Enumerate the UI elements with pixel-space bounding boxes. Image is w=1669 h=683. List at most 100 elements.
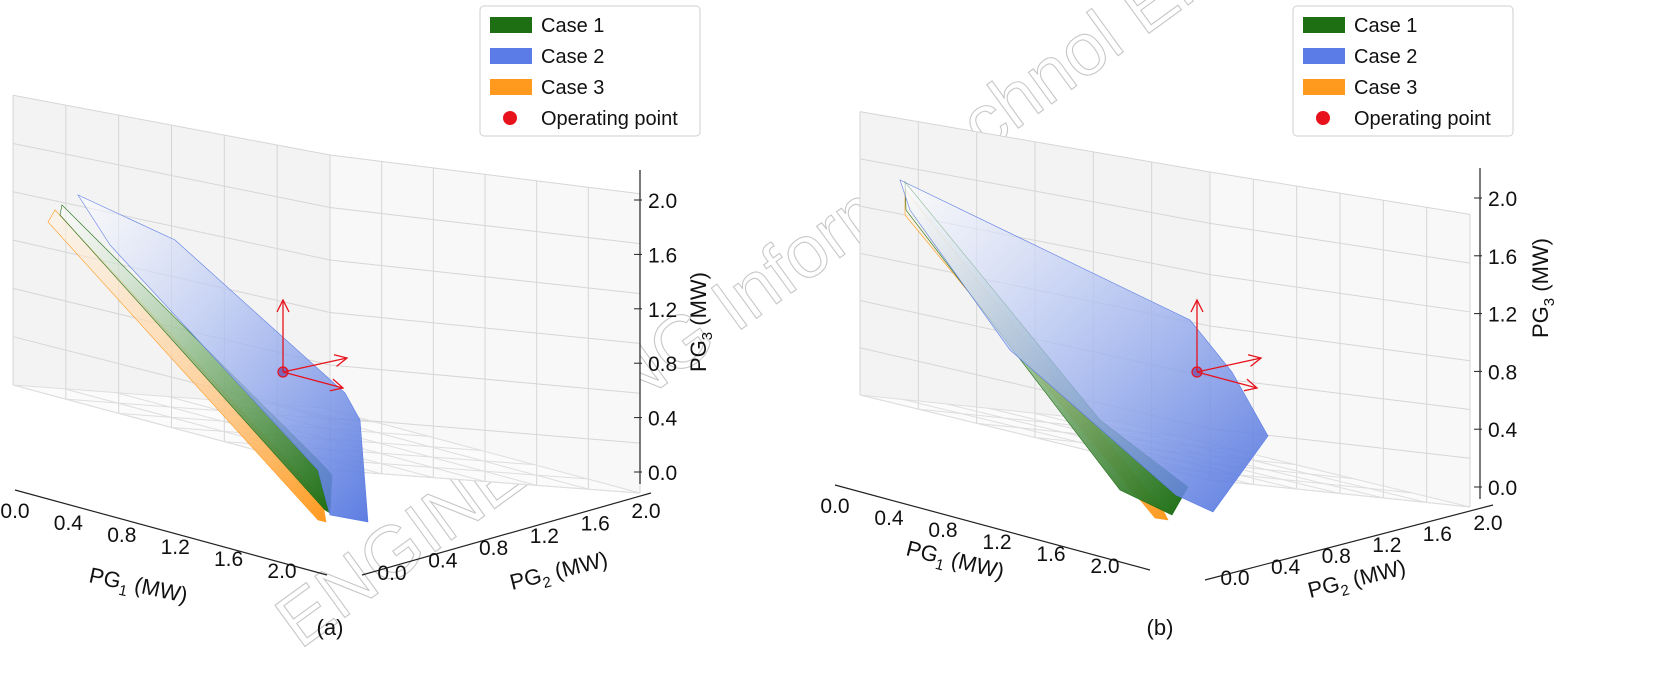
panel-label: (a) — [317, 615, 344, 640]
legend-marker-operating-point — [503, 111, 517, 125]
legend-label: Case 2 — [541, 46, 604, 68]
z-tick-label: 1.6 — [1488, 246, 1517, 269]
y-tick-label: 1.2 — [530, 525, 559, 548]
legend-label: Case 3 — [1354, 77, 1417, 99]
chart-panel-a: 0.0 0.4 0.8 1.2 1.6 2.0 0.0 0.4 0.8 1.2 1.6 2.0 0.0 0… — [0, 94, 716, 640]
y-axis-label-sub: 2 — [1339, 581, 1351, 600]
y-axis-label-unit: (MW) — [1344, 554, 1408, 593]
x-tick-label: 2.0 — [267, 560, 296, 583]
x-axis-label-main: PG — [87, 562, 123, 593]
y-axis-label-unit: (MW) — [546, 546, 610, 585]
x-tick-label: 2.0 — [1090, 555, 1119, 578]
x-axis-line — [834, 484, 1151, 571]
legend-label: Operating point — [1354, 108, 1491, 130]
z-tick-label: 0.4 — [1488, 419, 1518, 442]
legend-label: Operating point — [541, 108, 678, 130]
x-tick-label: 0.8 — [928, 519, 957, 542]
operating-point-arrowhead — [1190, 298, 1204, 313]
x-tick-label: 0.0 — [0, 500, 29, 523]
surface-case-2 — [899, 179, 1269, 513]
x-tick-label: 1.6 — [214, 548, 243, 571]
legend-label: Case 3 — [541, 77, 604, 99]
z-tick-label: 1.2 — [648, 299, 677, 322]
z-axis-label-main: PG — [1528, 306, 1553, 338]
y-tick-label: 1.6 — [1423, 523, 1452, 546]
z-axis-label: PG3 (MW) — [686, 272, 716, 372]
grid-line — [1209, 479, 1471, 508]
x-axis-label-sub: 1 — [117, 582, 129, 600]
y-axis-label-sub: 2 — [541, 573, 553, 592]
legend-a: Case 1 Case 2 Case 3 Operating point — [479, 5, 701, 137]
operating-point-arrow — [282, 357, 348, 373]
x-tick-label: 1.2 — [161, 536, 190, 559]
legend-label: Case 2 — [1354, 46, 1417, 68]
z-tick-label: 0.0 — [1488, 477, 1517, 500]
grid-line — [12, 94, 641, 195]
x-tick-label: 0.8 — [107, 524, 136, 547]
operating-point-arrowhead — [1247, 354, 1263, 367]
z-axis-label-main: PG — [686, 340, 711, 372]
z-axis-label-sub: 3 — [1541, 298, 1558, 306]
operating-point-arrowhead — [333, 354, 349, 367]
y-tick-label: 0.4 — [428, 550, 458, 573]
legend-box — [1292, 5, 1514, 137]
y-axis-line — [361, 492, 652, 576]
z-axis-label-unit: (MW) — [1528, 238, 1553, 298]
y-tick-label: 0.4 — [1271, 556, 1301, 579]
y-tick-label: 0.0 — [1220, 567, 1249, 590]
x-tick-label: 0.0 — [820, 495, 849, 518]
surface-case-2 — [77, 194, 369, 523]
y-tick-label: 2.0 — [631, 500, 660, 523]
x-axis-line — [14, 489, 328, 576]
y-axis-line — [1204, 504, 1494, 581]
operating-point-arrowhead — [329, 378, 345, 392]
x-tick-label: 0.4 — [874, 507, 904, 530]
x-axis-label-unit: (MW) — [126, 571, 190, 608]
legend-swatch — [1303, 79, 1345, 95]
x-tick-label: 1.2 — [982, 531, 1011, 554]
y-tick-label: 0.0 — [377, 562, 406, 585]
legend-swatch — [490, 48, 532, 64]
z-tick-label: 0.8 — [1488, 361, 1517, 384]
legend-swatch — [490, 17, 532, 33]
x-tick-label: 0.4 — [54, 512, 84, 535]
z-tick-label: 0.4 — [648, 408, 678, 431]
legend-label: Case 1 — [1354, 15, 1417, 37]
legend-label: Case 1 — [541, 15, 604, 37]
z-axis-label-unit: (MW) — [686, 272, 711, 332]
x-axis-label-sub: 1 — [933, 556, 945, 575]
z-tick-label: 0.0 — [648, 462, 677, 485]
z-tick-label: 0.8 — [648, 353, 677, 376]
operating-point-arrowhead — [1243, 378, 1259, 392]
z-tick-label: 1.2 — [1488, 304, 1517, 327]
legend-box — [479, 5, 701, 137]
z-tick-label: 2.0 — [648, 190, 677, 213]
y-axis-label-main: PG — [507, 563, 544, 595]
panel-label: (b) — [1147, 615, 1174, 640]
z-tick-label: 1.6 — [648, 244, 677, 267]
legend-b: Case 1 Case 2 Case 3 Operating point — [1292, 5, 1514, 137]
y-tick-label: 0.8 — [479, 537, 508, 560]
z-axis-label: PG3 (MW) — [1528, 238, 1558, 338]
y-tick-label: 0.8 — [1322, 545, 1351, 568]
x-tick-label: 1.6 — [1036, 543, 1065, 566]
operating-point-arrow — [282, 371, 344, 389]
z-axis-label-sub: 3 — [699, 332, 716, 340]
y-tick-label: 1.2 — [1372, 534, 1401, 557]
y-axis-label-main: PG — [1305, 571, 1342, 603]
y-tick-label: 1.6 — [581, 512, 610, 535]
y-axis-label: PG2 (MW) — [507, 546, 611, 599]
legend-marker-operating-point — [1316, 111, 1330, 125]
legend-swatch — [1303, 17, 1345, 33]
grid-line — [859, 111, 1471, 215]
grid-line — [329, 469, 641, 494]
grid-line — [322, 407, 641, 494]
operating-point-arrow — [1196, 357, 1262, 373]
legend-swatch — [1303, 48, 1345, 64]
y-tick-label: 2.0 — [1473, 512, 1502, 535]
operating-point-arrow — [1196, 371, 1258, 389]
z-tick-label: 2.0 — [1488, 188, 1517, 211]
chart-panel-b: 0.0 0.4 0.8 1.2 1.6 2.0 0.0 0.4 0.8 1.2 1.6 2.0 0.0 0… — [820, 111, 1558, 640]
